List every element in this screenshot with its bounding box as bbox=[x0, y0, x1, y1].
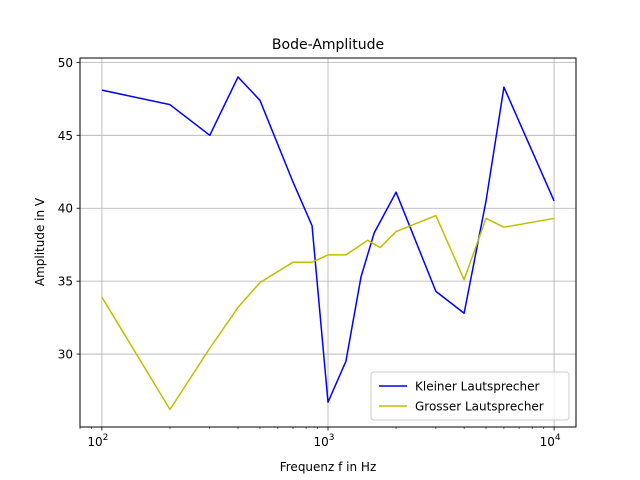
series-lines bbox=[101, 76, 555, 411]
series-line-1 bbox=[101, 76, 555, 403]
y-tick-label: 45 bbox=[58, 129, 73, 143]
y-tick-label: 40 bbox=[58, 202, 73, 216]
series-line-2 bbox=[101, 214, 555, 411]
legend-label: Kleiner Lautsprecher bbox=[415, 380, 540, 394]
x-tick-label: 102 bbox=[87, 433, 108, 449]
legend-label: Grosser Lautsprecher bbox=[415, 400, 544, 414]
chart-title: Bode-Amplitude bbox=[272, 37, 384, 53]
y-tick-label: 35 bbox=[58, 275, 73, 289]
y-tick-label: 30 bbox=[58, 348, 73, 362]
legend-box bbox=[370, 371, 570, 421]
x-tick-label: 104 bbox=[540, 433, 561, 449]
x-tick-label: 103 bbox=[313, 433, 334, 449]
axis-ticks: 102 103 104 30 35 40 45 50 bbox=[58, 56, 561, 449]
grid-lines bbox=[80, 58, 576, 427]
x-axis-label: Frequenz f in Hz bbox=[280, 460, 377, 474]
y-tick-label: 50 bbox=[58, 56, 73, 70]
y-axis-label: Amplitude in V bbox=[33, 197, 47, 286]
legend: Kleiner Lautsprecher Grosser Lautsprecher bbox=[370, 371, 570, 421]
